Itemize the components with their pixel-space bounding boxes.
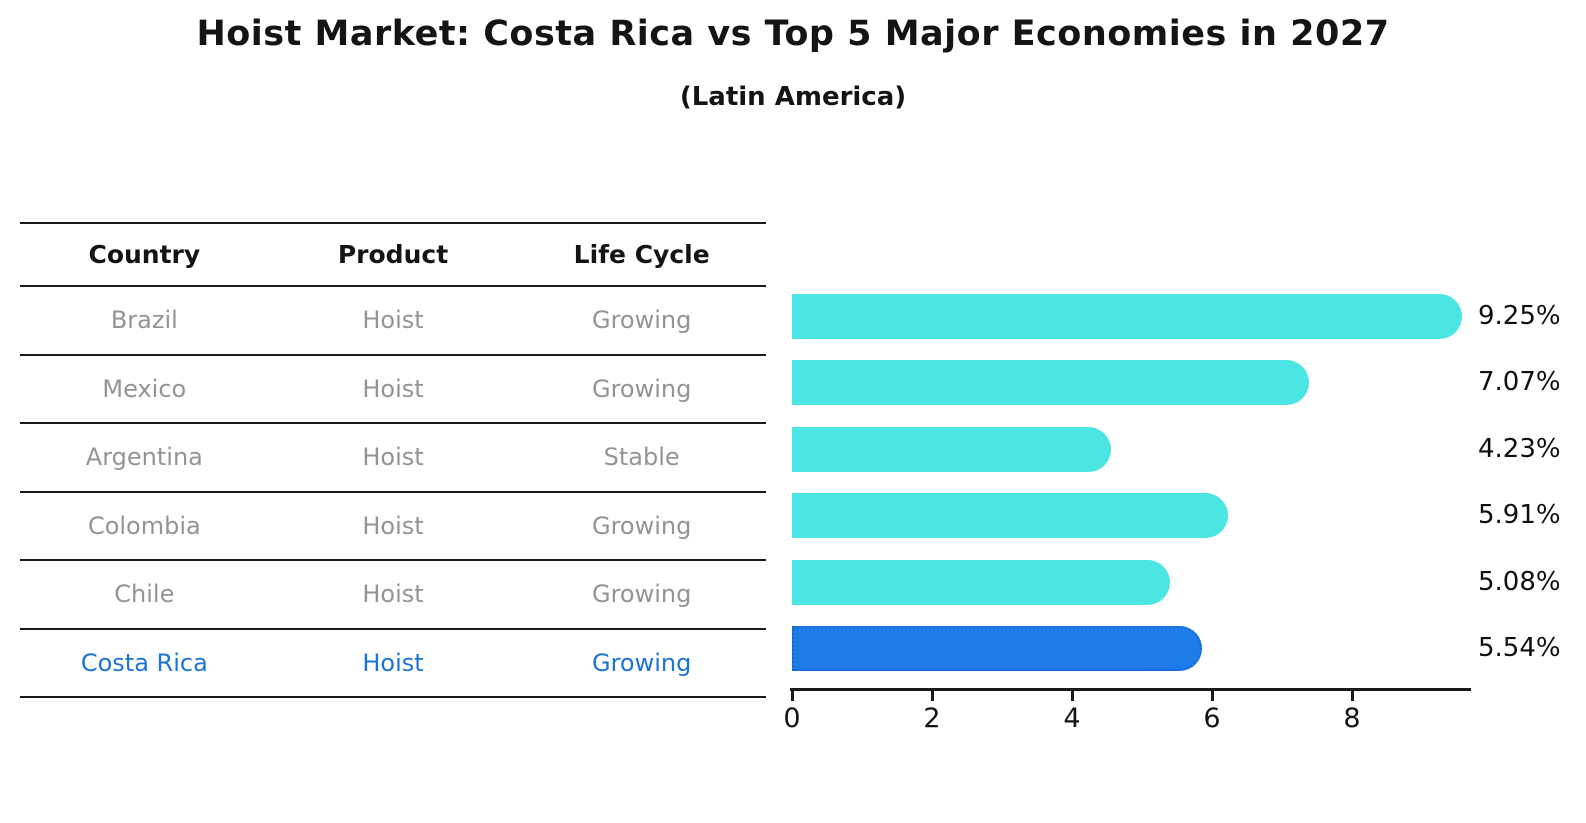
bar-argentina — [792, 426, 1111, 472]
table-row-colombia: Colombia Hoist Growing — [20, 493, 766, 561]
table-row-chile: Chile Hoist Growing — [20, 561, 766, 630]
cell-life-cycle: Growing — [591, 648, 692, 677]
value-label-colombia: 5.91% — [1478, 500, 1561, 531]
horizontal-bar-chart: 0 2 4 6 8 9.25% 7.07% 4.23% 5.91% 5.08% 5.54% — [783, 283, 1586, 753]
table-row-argentina: Argentina Hoist Stable — [20, 424, 766, 493]
cell-country: Chile — [114, 580, 175, 609]
x-tick-label: 6 — [1203, 703, 1221, 734]
cell-country: Argentina — [85, 443, 203, 472]
cell-country: Colombia — [87, 511, 201, 540]
comparison-table: Country Product Life Cycle Brazil Hoist … — [20, 222, 766, 698]
cell-product: Hoist — [362, 511, 424, 540]
x-tick-label: 0 — [783, 703, 801, 734]
x-tick-label: 4 — [1063, 703, 1081, 734]
cell-country: Brazil — [110, 306, 178, 335]
column-header-product: Product — [337, 240, 449, 269]
cell-country: Costa Rica — [80, 648, 208, 677]
cell-product: Hoist — [362, 374, 424, 403]
value-label-chile: 5.08% — [1478, 566, 1561, 597]
cell-product: Hoist — [362, 580, 424, 609]
cell-life-cycle: Growing — [591, 511, 692, 540]
x-tick-mark — [1070, 691, 1074, 701]
cell-product: Hoist — [362, 443, 424, 472]
x-tick-mark — [930, 691, 934, 701]
value-label-mexico: 7.07% — [1478, 367, 1561, 398]
cell-life-cycle: Stable — [603, 443, 680, 472]
table-row-costa-rica: Costa Rica Hoist Growing — [20, 630, 766, 698]
bar-chile — [792, 559, 1171, 605]
cell-life-cycle: Growing — [591, 580, 692, 609]
value-label-argentina: 4.23% — [1478, 433, 1561, 464]
x-axis-line — [790, 688, 1471, 691]
bar-mexico — [792, 360, 1310, 406]
cell-product: Hoist — [362, 306, 424, 335]
table-header-row: Country Product Life Cycle — [20, 222, 766, 287]
column-header-life-cycle: Life Cycle — [573, 240, 710, 269]
x-tick-mark — [1210, 691, 1214, 701]
x-tick-label: 2 — [923, 703, 941, 734]
table-row-brazil: Brazil Hoist Growing — [20, 287, 766, 356]
value-label-costa-rica: 5.54% — [1478, 633, 1561, 664]
chart-subtitle: (Latin America) — [679, 82, 907, 112]
x-tick-mark — [790, 691, 794, 701]
cell-life-cycle: Growing — [591, 306, 692, 335]
x-tick-mark — [1350, 691, 1354, 701]
bar-costa-rica — [792, 626, 1203, 672]
column-header-country: Country — [88, 240, 201, 269]
bar-brazil — [792, 293, 1462, 339]
cell-product: Hoist — [362, 648, 424, 677]
table-row-mexico: Mexico Hoist Growing — [20, 356, 766, 424]
cell-country: Mexico — [102, 374, 187, 403]
chart-title: Hoist Market: Costa Rica vs Top 5 Major … — [196, 14, 1390, 54]
x-tick-label: 8 — [1343, 703, 1361, 734]
bar-colombia — [792, 493, 1229, 539]
cell-life-cycle: Growing — [591, 374, 692, 403]
value-label-brazil: 9.25% — [1478, 300, 1561, 331]
